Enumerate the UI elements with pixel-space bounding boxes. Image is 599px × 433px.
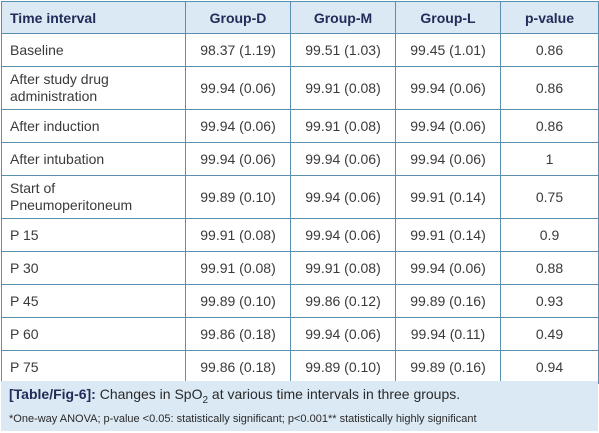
cell-p-value: 0.88 (500, 251, 599, 285)
cell-p-value: 0.49 (500, 317, 599, 351)
cell-p-value: 0.93 (500, 284, 599, 318)
cell-group-m: 99.86 (0.12) (290, 284, 396, 318)
cell-p-value: 0.86 (500, 66, 599, 110)
cell-p-value: 0.94 (500, 350, 599, 384)
table-caption: [Table/Fig-6]: Changes in SpO2 at variou… (1, 381, 598, 431)
cell-group-m: 99.94 (0.06) (290, 218, 396, 252)
cell-group-l: 99.91 (0.14) (395, 175, 501, 219)
cell-group-d: 99.94 (0.06) (185, 66, 291, 110)
row-label: P 75 (1, 350, 186, 384)
cell-group-m: 99.51 (1.03) (290, 33, 396, 67)
cell-group-m: 99.94 (0.06) (290, 175, 396, 219)
cell-group-d: 99.91 (0.08) (185, 218, 291, 252)
row-label: Start of Pneumoperitoneum (1, 175, 186, 219)
cell-group-l: 99.89 (0.16) (395, 284, 501, 318)
cell-group-l: 99.94 (0.06) (395, 142, 501, 176)
cell-group-l: 99.91 (0.14) (395, 218, 501, 252)
cell-group-m: 99.91 (0.08) (290, 251, 396, 285)
row-label: P 30 (1, 251, 186, 285)
cell-p-value: 0.86 (500, 109, 599, 143)
cell-p-value: 0.9 (500, 218, 599, 252)
cell-group-l: 99.94 (0.06) (395, 66, 501, 110)
cell-p-value: 1 (500, 142, 599, 176)
cell-group-m: 99.91 (0.08) (290, 66, 396, 110)
header-row: Time interval Group-D Group-M Group-L p-… (1, 1, 599, 34)
spo2-table: Time interval Group-D Group-M Group-L p-… (1, 1, 599, 384)
caption-footnote: *One-way ANOVA; p-value <0.05: statistic… (9, 412, 477, 425)
row-label: P 45 (1, 284, 186, 318)
cell-group-m: 99.94 (0.06) (290, 142, 396, 176)
cell-group-d: 99.86 (0.18) (185, 350, 291, 384)
header-time-interval: Time interval (1, 1, 186, 34)
table-row: P 60 99.86 (0.18) 99.94 (0.06) 99.94 (0.… (1, 317, 599, 351)
caption-tag: [Table/Fig-6]: (9, 386, 96, 402)
cell-group-l: 99.89 (0.16) (395, 350, 501, 384)
cell-group-l: 99.94 (0.06) (395, 251, 501, 285)
header-group-l: Group-L (395, 1, 501, 34)
row-label: After study drug administration (1, 66, 186, 110)
cell-group-m: 99.91 (0.08) (290, 109, 396, 143)
cell-p-value: 0.75 (500, 175, 599, 219)
cell-group-d: 99.94 (0.06) (185, 109, 291, 143)
table-row: Start of Pneumoperitoneum 99.89 (0.10) 99… (1, 175, 599, 219)
cell-group-l: 99.94 (0.11) (395, 317, 501, 351)
table-row: P 30 99.91 (0.08) 99.91 (0.08) 99.94 (0.… (1, 251, 599, 285)
row-label: After intubation (1, 142, 186, 176)
row-label: P 60 (1, 317, 186, 351)
cell-group-l: 99.94 (0.06) (395, 109, 501, 143)
header-group-m: Group-M (290, 1, 396, 34)
cell-group-l: 99.45 (1.01) (395, 33, 501, 67)
header-p-value: p-value (500, 1, 599, 34)
row-label: P 15 (1, 218, 186, 252)
cell-group-d: 99.91 (0.08) (185, 251, 291, 285)
cell-group-d: 99.94 (0.06) (185, 142, 291, 176)
cell-p-value: 0.86 (500, 33, 599, 67)
table-row: Baseline 98.37 (1.19) 99.51 (1.03) 99.45… (1, 33, 599, 67)
cell-group-m: 99.89 (0.10) (290, 350, 396, 384)
table-row: P 45 99.89 (0.10) 99.86 (0.12) 99.89 (0.… (1, 284, 599, 318)
row-label: After induction (1, 109, 186, 143)
cell-group-d: 99.89 (0.10) (185, 175, 291, 219)
table-row: After induction 99.94 (0.06) 99.91 (0.08… (1, 109, 599, 143)
cell-group-m: 99.94 (0.06) (290, 317, 396, 351)
cell-group-d: 99.86 (0.18) (185, 317, 291, 351)
table-row: P 75 99.86 (0.18) 99.89 (0.10) 99.89 (0.… (1, 350, 599, 384)
header-group-d: Group-D (185, 1, 291, 34)
cell-group-d: 98.37 (1.19) (185, 33, 291, 67)
caption-title: [Table/Fig-6]: Changes in SpO2 at variou… (9, 386, 461, 406)
table-row: After study drug administration 99.94 (0.… (1, 66, 599, 110)
cell-group-d: 99.89 (0.10) (185, 284, 291, 318)
table-row: P 15 99.91 (0.08) 99.94 (0.06) 99.91 (0.… (1, 218, 599, 252)
row-label: Baseline (1, 33, 186, 67)
table-row: After intubation 99.94 (0.06) 99.94 (0.0… (1, 142, 599, 176)
